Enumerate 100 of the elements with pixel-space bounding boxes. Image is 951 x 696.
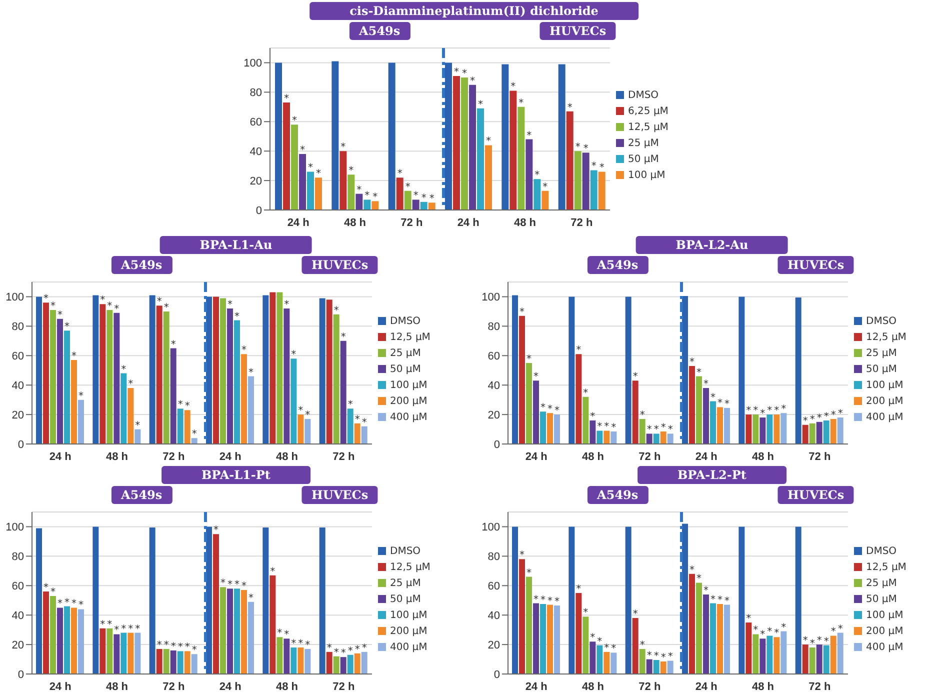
x-tick-label: 24 h (525, 680, 548, 693)
chart-title: BPA-L2-Au (636, 236, 788, 254)
bar (689, 574, 695, 674)
data-label: * (724, 398, 730, 410)
data-label: * (632, 372, 638, 383)
bar (191, 654, 198, 674)
data-label: * (710, 392, 716, 404)
data-label: * (540, 595, 546, 606)
x-tick-label: 48 h (344, 216, 366, 229)
data-label: * (334, 305, 339, 316)
data-label: * (135, 420, 140, 432)
bar (547, 413, 553, 444)
data-label: * (164, 302, 169, 314)
bar (598, 172, 606, 210)
data-label: * (362, 642, 367, 654)
bar (241, 590, 247, 674)
bar (276, 292, 283, 444)
bar (752, 634, 759, 674)
bar (298, 647, 304, 674)
legend-label: 25 µM (866, 578, 897, 589)
bar (576, 354, 582, 444)
bar (354, 653, 360, 674)
data-label: * (526, 354, 532, 365)
bar (610, 652, 617, 674)
legend-label: DMSO (390, 316, 421, 327)
data-label: * (100, 295, 106, 306)
legend-label: DMSO (390, 546, 421, 557)
data-label: * (632, 609, 638, 620)
y-tick-label: 60 (12, 350, 24, 363)
data-label: * (184, 642, 190, 654)
data-label: * (114, 625, 120, 636)
data-label: * (646, 650, 652, 662)
data-label: * (58, 598, 62, 610)
y-tick-label: 100 (6, 292, 24, 304)
data-label: * (824, 636, 829, 648)
data-label: * (234, 580, 240, 591)
data-label: * (114, 304, 120, 315)
legend-label: 12,5 µM (390, 332, 430, 343)
data-label: * (668, 424, 673, 436)
data-label: * (413, 190, 418, 202)
bar (823, 645, 830, 674)
bar (319, 527, 326, 674)
data-label: * (292, 116, 297, 127)
bar (774, 414, 780, 444)
bar (510, 90, 517, 210)
legend-label: 200 µM (390, 626, 428, 637)
bar (354, 423, 360, 444)
y-tick-label: 0 (494, 668, 500, 681)
x-tick-label: 72 h (638, 450, 661, 463)
x-tick-label: 24 h (287, 216, 310, 229)
data-label: * (781, 404, 786, 416)
data-label: * (520, 550, 524, 562)
y-tick-label: 0 (18, 668, 24, 681)
data-label: * (128, 379, 134, 390)
bar (566, 111, 574, 210)
bar (568, 296, 575, 444)
bar (696, 582, 702, 674)
data-label: * (604, 642, 610, 654)
data-label: * (164, 640, 169, 651)
data-label: * (354, 414, 360, 426)
data-label: * (242, 581, 246, 592)
bar (304, 648, 311, 674)
bar (404, 190, 412, 210)
data-label: * (135, 624, 140, 635)
data-label: * (340, 648, 346, 660)
data-label: * (526, 568, 532, 579)
bar (57, 608, 63, 674)
bar (36, 296, 42, 444)
data-label: * (654, 651, 659, 662)
data-label: * (107, 619, 112, 630)
x-tick-label: 48 h (106, 680, 128, 693)
bar (270, 292, 276, 444)
bar (92, 526, 99, 674)
data-label: * (583, 608, 588, 619)
data-label: * (575, 142, 580, 154)
bar (149, 527, 156, 674)
bar (372, 201, 379, 210)
data-label: * (284, 93, 289, 104)
bar (576, 593, 582, 674)
data-label: * (356, 184, 362, 196)
bar (738, 526, 745, 674)
data-label: * (308, 162, 313, 174)
x-tick-label: 24 h (695, 450, 718, 463)
data-label: * (248, 592, 254, 604)
bar (809, 647, 816, 674)
data-label: * (660, 422, 666, 434)
data-label: * (518, 98, 524, 109)
bar (283, 102, 290, 210)
y-tick-label: 100 (482, 522, 500, 534)
data-label: * (774, 406, 780, 417)
y-tick-label: 0 (256, 204, 262, 217)
y-tick-label: 60 (488, 580, 500, 593)
bar (156, 648, 162, 674)
data-label: * (830, 410, 836, 421)
bar (276, 637, 283, 674)
data-label: * (348, 400, 353, 411)
bar (610, 431, 617, 444)
y-tick-label: 60 (488, 350, 500, 363)
legend-label: 200 µM (866, 396, 904, 407)
bar (128, 632, 134, 674)
